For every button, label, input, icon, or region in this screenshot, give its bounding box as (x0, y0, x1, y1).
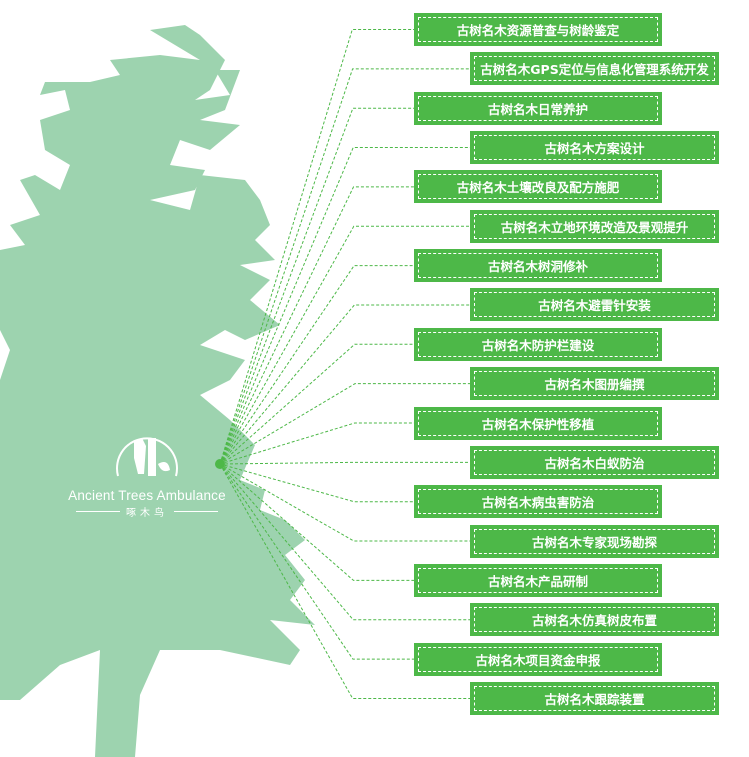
connector-line (219, 107, 414, 465)
connector-line (219, 147, 470, 465)
service-item-label: 古树名木防护栏建设 (418, 331, 658, 357)
service-item: 古树名木立地环境改造及景观提升 (470, 209, 719, 243)
connector-line (219, 461, 470, 465)
service-item: 古树名木病虫害防治 (414, 485, 662, 519)
service-item-label: 古树名木病虫害防治 (418, 489, 658, 515)
service-item: 古树名木树洞修补 (414, 249, 662, 283)
connector-line (219, 29, 414, 465)
service-item-label: 古树名木产品研制 (418, 567, 658, 593)
service-item-label: 古树名木跟踪装置 (474, 685, 715, 711)
service-item-label: 古树名木方案设计 (474, 135, 715, 161)
service-item: 古树名木专家现场勘探 (470, 524, 719, 558)
brand-chinese-name: 啄木鸟 (126, 508, 168, 519)
service-item: 古树名木项目资金申报 (414, 642, 662, 676)
service-item: 古树名木白蚁防治 (470, 445, 719, 479)
service-item-label: 古树名木项目资金申报 (418, 646, 658, 672)
service-item: 古树名木方案设计 (470, 131, 719, 165)
connector-line (219, 186, 414, 465)
service-item-label: 古树名木图册编撰 (474, 371, 715, 397)
connector-line (219, 463, 470, 542)
service-item-label: 古树名木白蚁防治 (474, 449, 715, 475)
woodpecker-tree-logo-icon (116, 437, 178, 477)
service-item-label: 古树名木树洞修补 (418, 253, 658, 279)
service-item: 古树名木土壤改良及配方施肥 (414, 170, 662, 204)
connector-line (219, 463, 414, 581)
brand-logo: Ancient Trees Ambulance 啄木鸟 (62, 424, 232, 519)
divider (174, 511, 218, 512)
connector-line (219, 225, 470, 465)
connector-line (219, 463, 414, 503)
service-item: 古树名木日常养护 (414, 91, 662, 125)
service-item-label: 古树名木保护性移植 (418, 410, 658, 436)
service-item: 古树名木保护性移植 (414, 406, 662, 440)
service-item: 古树名木仿真树皮布置 (470, 603, 719, 637)
connector-line (219, 463, 470, 699)
divider (76, 511, 120, 512)
service-item-label: 古树名木日常养护 (418, 95, 658, 121)
service-item-label: 古树名木资源普查与树龄鉴定 (418, 17, 658, 42)
service-item-label: 古树名木GPS定位与信息化管理系统开发 (474, 56, 715, 82)
service-item: 古树名木GPS定位与信息化管理系统开发 (470, 52, 719, 86)
connector-line (219, 422, 414, 465)
service-item-label: 古树名木土壤改良及配方施肥 (418, 174, 658, 200)
service-item: 古树名木跟踪装置 (470, 681, 719, 715)
service-item-label: 古树名木立地环境改造及景观提升 (474, 213, 715, 239)
service-item: 古树名木产品研制 (414, 563, 662, 597)
service-item: 古树名木避雷针安装 (470, 288, 719, 322)
service-item-label: 古树名木专家现场勘探 (474, 528, 715, 554)
hub-dot (215, 459, 225, 469)
service-item: 古树名木防护栏建设 (414, 327, 662, 361)
service-item-label: 古树名木仿真树皮布置 (474, 607, 715, 633)
connector-line (219, 463, 414, 660)
brand-english-name: Ancient Trees Ambulance (68, 488, 226, 503)
connector-line (219, 463, 470, 621)
connector-line (219, 343, 414, 465)
connector-line (219, 304, 470, 465)
connector-line (219, 383, 470, 465)
connector-line (219, 68, 470, 465)
service-item-label: 古树名木避雷针安装 (474, 292, 715, 318)
service-item: 古树名木图册编撰 (470, 367, 719, 401)
service-item: 古树名木资源普查与树龄鉴定 (414, 13, 662, 46)
